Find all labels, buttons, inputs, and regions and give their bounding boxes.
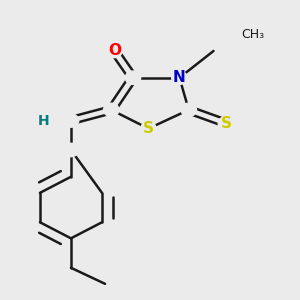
- Text: O: O: [108, 44, 121, 59]
- Text: CH₃: CH₃: [242, 28, 265, 41]
- Circle shape: [141, 122, 156, 135]
- Text: S: S: [143, 121, 154, 136]
- Circle shape: [125, 71, 141, 84]
- Text: S: S: [220, 116, 231, 131]
- Circle shape: [106, 44, 122, 58]
- Circle shape: [103, 103, 119, 116]
- Circle shape: [63, 114, 79, 127]
- Circle shape: [218, 116, 234, 130]
- Circle shape: [181, 103, 197, 116]
- Text: N: N: [173, 70, 186, 85]
- Text: H: H: [37, 114, 49, 128]
- Circle shape: [172, 71, 187, 84]
- Circle shape: [63, 143, 79, 157]
